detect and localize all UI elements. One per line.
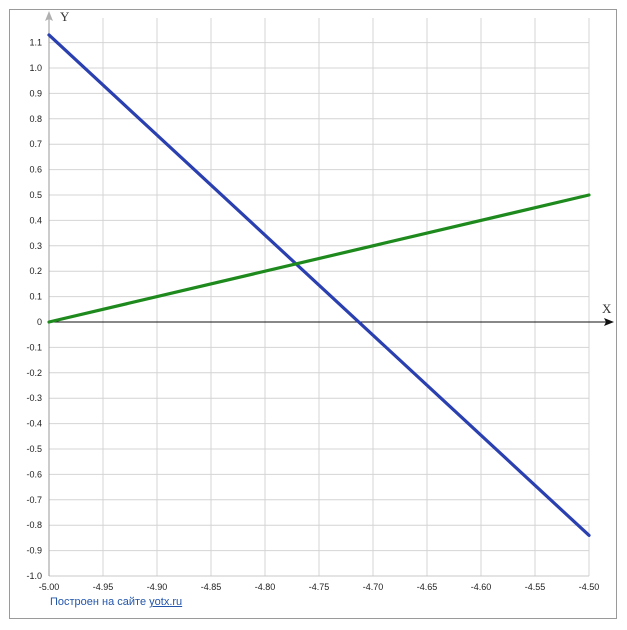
y-tick-label: 0.5 xyxy=(29,190,42,200)
y-tick-label: 0.9 xyxy=(29,88,42,98)
x-tick-label: -4.65 xyxy=(417,582,438,592)
y-tick-label: 1.0 xyxy=(29,63,42,73)
x-tick-label: -4.55 xyxy=(525,582,546,592)
y-tick-label: -0.4 xyxy=(26,419,42,429)
y-tick-label: -0.8 xyxy=(26,520,42,530)
y-tick-label: -0.7 xyxy=(26,495,42,505)
x-tick-label: -5.00 xyxy=(39,582,60,592)
y-tick-label: 0.3 xyxy=(29,241,42,251)
axes xyxy=(45,11,614,576)
y-tick-label: 0.2 xyxy=(29,266,42,276)
tick-labels: -5.00 -4.95 -4.90 -4.85 -4.80 -4.75 -4.70 -4.65… xyxy=(26,38,599,592)
grid xyxy=(48,18,590,577)
y-tick-label: -1.0 xyxy=(26,571,42,581)
x-tick-label: -4.95 xyxy=(93,582,114,592)
x-tick-label: -4.90 xyxy=(147,582,168,592)
y-tick-label: -0.5 xyxy=(26,444,42,454)
y-axis-label: Y xyxy=(60,9,70,24)
y-tick-label: -0.2 xyxy=(26,368,42,378)
x-tick-label: -4.80 xyxy=(255,582,276,592)
y-tick-label: 0.8 xyxy=(29,114,42,124)
y-tick-label: 0 xyxy=(37,317,42,327)
series-line-2 xyxy=(47,193,591,324)
y-axis-arrow-icon xyxy=(45,11,53,21)
x-tick-label: -4.60 xyxy=(471,582,492,592)
x-axis-label: X xyxy=(602,301,612,316)
x-tick-label: -4.85 xyxy=(201,582,222,592)
y-tick-label: 0.4 xyxy=(29,215,42,225)
y-tick-label: -0.6 xyxy=(26,469,42,479)
y-tick-label: 0.7 xyxy=(29,139,42,149)
footer-credit: Построен на сайте yotx.ru xyxy=(50,596,182,608)
x-tick-label: -4.75 xyxy=(309,582,330,592)
chart-frame xyxy=(9,9,617,619)
x-tick-label: -4.70 xyxy=(363,582,384,592)
series-line-1 xyxy=(47,33,591,537)
y-tick-label: 1.1 xyxy=(29,38,42,48)
y-tick-label: 0.1 xyxy=(29,292,42,302)
y-tick-label: 0.6 xyxy=(29,165,42,175)
footer-link[interactable]: yotx.ru xyxy=(149,596,183,608)
footer-text: Построен на сайте xyxy=(50,596,150,608)
y-tick-label: -0.1 xyxy=(26,342,42,352)
x-tick-label: -4.50 xyxy=(579,582,600,592)
y-tick-label: -0.9 xyxy=(26,546,42,556)
x-axis-arrow-icon xyxy=(604,318,614,326)
series-lines xyxy=(47,33,591,537)
y-tick-label: -0.3 xyxy=(26,393,42,403)
